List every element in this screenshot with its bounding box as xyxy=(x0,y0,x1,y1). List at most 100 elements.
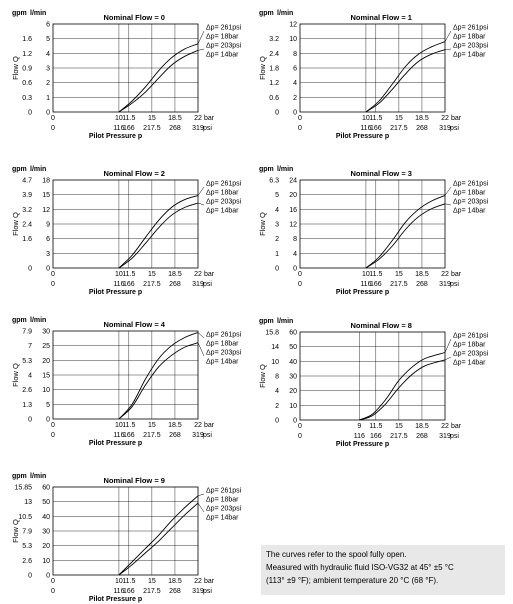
y-tick-label-lmin: 12 xyxy=(289,22,297,29)
x-unit-bar-label: bar xyxy=(204,115,215,122)
x-tick-label-psi: 319 xyxy=(439,433,451,440)
x-tick-label-bar: 0 xyxy=(51,578,55,585)
x-tick-label-bar: 22 xyxy=(194,115,202,122)
y-unit-lmin-label: l/min xyxy=(277,10,293,17)
y-tick-label-gpm: 0.9 xyxy=(22,66,32,73)
x-tick-label-bar: 15 xyxy=(148,115,156,122)
x-tick-label-psi: 0 xyxy=(51,432,55,439)
y-tick-label-gpm: 4.7 xyxy=(22,178,32,185)
x-tick-label-psi: 116 xyxy=(360,281,371,288)
y-axis-title: Flow Q xyxy=(258,56,267,80)
curve-label: Δp= 14bar xyxy=(206,359,239,366)
y-tick-label-lmin: 30 xyxy=(289,374,297,381)
y-tick-label-gpm: 0 xyxy=(275,418,279,425)
curve-label: Δp= 261psi xyxy=(206,181,242,188)
x-tick-label-psi: 217.5 xyxy=(143,432,161,439)
curve-label: Δp= 261psi xyxy=(206,25,242,32)
y-tick-label-gpm: 10 xyxy=(271,359,279,366)
y-tick-label-gpm: 7.9 xyxy=(22,329,32,336)
y-tick-label-lmin: 6 xyxy=(293,66,297,73)
x-tick-label-psi: 319 xyxy=(439,281,451,288)
y-axis-title: Flow Q xyxy=(258,212,267,236)
y-tick-label-gpm: 4 xyxy=(275,207,279,214)
curve-label: Δp= 203psi xyxy=(206,506,242,513)
y-tick-label-gpm: 6.3 xyxy=(269,178,279,185)
x-unit-psi-label: psi xyxy=(203,125,212,132)
curve-leader-line xyxy=(197,48,205,51)
y-tick-label-lmin: 20 xyxy=(289,388,297,395)
x-tick-label-bar: 10 xyxy=(362,271,370,278)
x-tick-label-psi: 166 xyxy=(370,125,382,132)
y-axis-title: Flow Q xyxy=(11,212,20,236)
x-tick-label-bar: 18.5 xyxy=(415,115,429,122)
x-tick-label-bar: 18.5 xyxy=(168,578,182,585)
y-tick-label-lmin: 5 xyxy=(46,36,50,43)
y-tick-label-lmin: 16 xyxy=(289,207,297,214)
x-unit-bar-label: bar xyxy=(204,422,215,429)
curve-leader-line xyxy=(197,186,205,196)
curve-label: Δp= 203psi xyxy=(453,43,489,50)
y-tick-label-lmin: 24 xyxy=(289,178,297,185)
y-tick-label-lmin: 30 xyxy=(42,329,50,336)
series-line xyxy=(118,502,199,576)
y-tick-label-lmin: 10 xyxy=(42,558,50,565)
curve-label: Δp= 14bar xyxy=(206,208,239,215)
y-tick-label-gpm: 1.3 xyxy=(22,402,32,409)
series-line xyxy=(118,495,199,576)
x-tick-label-bar: 22 xyxy=(441,423,449,430)
curve-label: Δp= 203psi xyxy=(206,350,242,357)
x-tick-label-psi: 217.5 xyxy=(390,433,408,440)
y-tick-label-gpm: 0.3 xyxy=(22,95,32,102)
series-line xyxy=(365,194,446,269)
y-tick-label-lmin: 4 xyxy=(293,251,297,258)
y-tick-label-gpm: 10.5 xyxy=(18,514,32,521)
y-tick-label-lmin: 0 xyxy=(46,573,50,580)
curve-label: Δp= 203psi xyxy=(206,199,242,206)
y-tick-label-gpm: 5 xyxy=(275,192,279,199)
x-tick-label-psi: 268 xyxy=(169,588,181,595)
series-line xyxy=(118,49,199,113)
y-tick-label-gpm: 7.9 xyxy=(22,529,32,536)
x-tick-label-psi: 116 xyxy=(113,588,124,595)
x-tick-label-psi: 217.5 xyxy=(143,588,161,595)
y-tick-label-gpm: 0 xyxy=(28,110,32,117)
series-line xyxy=(365,203,446,269)
x-tick-label-psi: 0 xyxy=(51,588,55,595)
x-tick-label-psi: 268 xyxy=(169,281,181,288)
x-tick-label-bar: 18.5 xyxy=(415,423,429,430)
y-tick-label-gpm: 5.3 xyxy=(22,358,32,365)
x-tick-label-bar: 15 xyxy=(395,271,403,278)
y-tick-label-lmin: 0 xyxy=(293,266,297,273)
series-line xyxy=(118,195,199,269)
y-tick-label-lmin: 20 xyxy=(42,543,50,550)
x-tick-label-bar: 11.5 xyxy=(369,423,382,430)
y-tick-label-gpm: 1.6 xyxy=(22,36,32,43)
x-tick-label-bar: 11.5 xyxy=(122,271,135,278)
x-tick-label-psi: 0 xyxy=(51,125,55,132)
x-tick-label-psi: 166 xyxy=(370,281,382,288)
y-tick-label-lmin: 2 xyxy=(46,80,50,87)
x-tick-label-bar: 22 xyxy=(194,422,202,429)
y-tick-label-lmin: 18 xyxy=(42,178,50,185)
x-unit-bar-label: bar xyxy=(451,115,462,122)
curve-leader-line xyxy=(444,30,452,42)
x-tick-label-psi: 319 xyxy=(192,432,204,439)
x-tick-label-psi: 166 xyxy=(370,433,382,440)
curve-leader-line xyxy=(444,186,452,196)
x-tick-label-bar: 11.5 xyxy=(369,271,382,278)
x-tick-label-bar: 22 xyxy=(441,271,449,278)
y-tick-label-gpm: 1.2 xyxy=(269,80,279,87)
y-tick-label-lmin: 25 xyxy=(42,343,50,350)
curve-label: Δp= 14bar xyxy=(206,52,239,59)
x-tick-label-bar: 0 xyxy=(51,422,55,429)
y-axis-title: Flow Q xyxy=(11,363,20,387)
curve-leader-line xyxy=(197,202,205,206)
curve-label: Δp= 261psi xyxy=(453,333,489,340)
x-tick-label-bar: 18.5 xyxy=(168,422,182,429)
curve-label: Δp= 261psi xyxy=(206,332,242,339)
y-tick-label-lmin: 30 xyxy=(42,529,50,536)
y-tick-label-gpm: 2.4 xyxy=(22,222,32,229)
curve-label: Δp= 18bar xyxy=(206,341,239,348)
